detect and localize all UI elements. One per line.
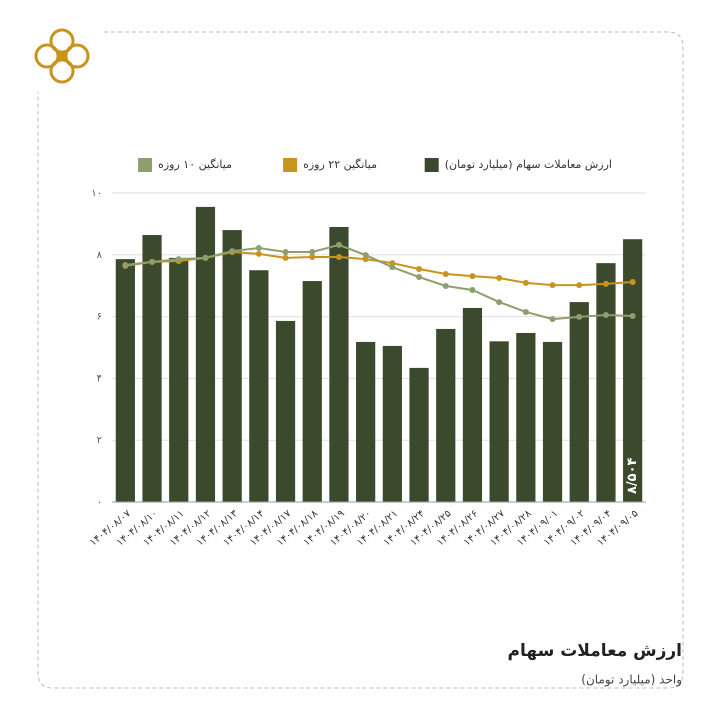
value-label: ۸/۵۰۴ <box>625 457 640 494</box>
legend-label: میانگین ۱۰ روزه <box>158 158 232 171</box>
point <box>335 253 342 260</box>
bar <box>382 345 402 502</box>
y-tick-label: ۰ <box>97 497 102 508</box>
point <box>282 254 289 261</box>
bar <box>249 270 269 502</box>
point <box>255 250 262 257</box>
chart-subtitle: واحد (میلیارد تومان) <box>581 673 682 688</box>
point <box>202 254 209 261</box>
y-tick-label: ۴ <box>97 373 102 384</box>
bar <box>195 206 216 502</box>
point <box>389 264 396 271</box>
point <box>629 312 636 319</box>
bar <box>489 341 509 502</box>
legend-swatch <box>424 158 439 172</box>
bar <box>302 281 322 502</box>
point <box>522 279 529 286</box>
bar <box>329 226 349 503</box>
y-tick-label: ۶ <box>97 312 102 323</box>
point <box>496 299 503 306</box>
bar <box>275 320 296 502</box>
line <box>125 243 633 321</box>
bar <box>542 341 563 502</box>
bar <box>623 239 643 503</box>
point <box>549 282 556 289</box>
y-tick-label: ۲ <box>97 435 102 446</box>
bar <box>436 328 456 502</box>
point <box>496 274 503 281</box>
point <box>362 252 369 259</box>
point <box>309 249 316 256</box>
bar <box>356 341 376 502</box>
bar <box>462 307 483 502</box>
point <box>122 261 129 268</box>
point <box>416 274 423 281</box>
point <box>469 287 476 294</box>
y-tick-label: ۸ <box>97 250 103 261</box>
bar <box>115 259 135 502</box>
legend-label: میانگین ۲۲ روزه <box>303 158 377 171</box>
point <box>442 270 449 277</box>
point <box>175 256 182 263</box>
point <box>416 266 423 273</box>
point <box>229 248 236 255</box>
point <box>602 312 609 319</box>
logo <box>34 28 90 84</box>
point <box>549 316 556 323</box>
point <box>522 308 529 315</box>
chart-title: ارزش معاملات سهام <box>508 641 683 661</box>
bar <box>222 230 242 502</box>
bar <box>142 235 162 503</box>
point <box>576 282 583 289</box>
legend-swatch <box>138 158 153 172</box>
point <box>335 241 342 248</box>
legend-label: ارزش معاملات سهام (میلیارد تومان) <box>445 158 612 171</box>
y-tick-label: ۱۰ <box>91 188 102 199</box>
point <box>309 253 316 260</box>
bar <box>169 257 189 502</box>
bar <box>569 302 589 502</box>
bar <box>409 367 429 502</box>
point <box>629 278 636 285</box>
point <box>255 245 262 252</box>
bar <box>596 263 616 502</box>
point <box>282 249 289 256</box>
point <box>149 258 156 265</box>
point <box>442 283 449 290</box>
bar <box>516 332 536 502</box>
point <box>602 280 609 287</box>
frame <box>37 31 684 689</box>
legend-swatch <box>283 158 298 172</box>
point <box>469 273 476 280</box>
point <box>576 313 583 320</box>
